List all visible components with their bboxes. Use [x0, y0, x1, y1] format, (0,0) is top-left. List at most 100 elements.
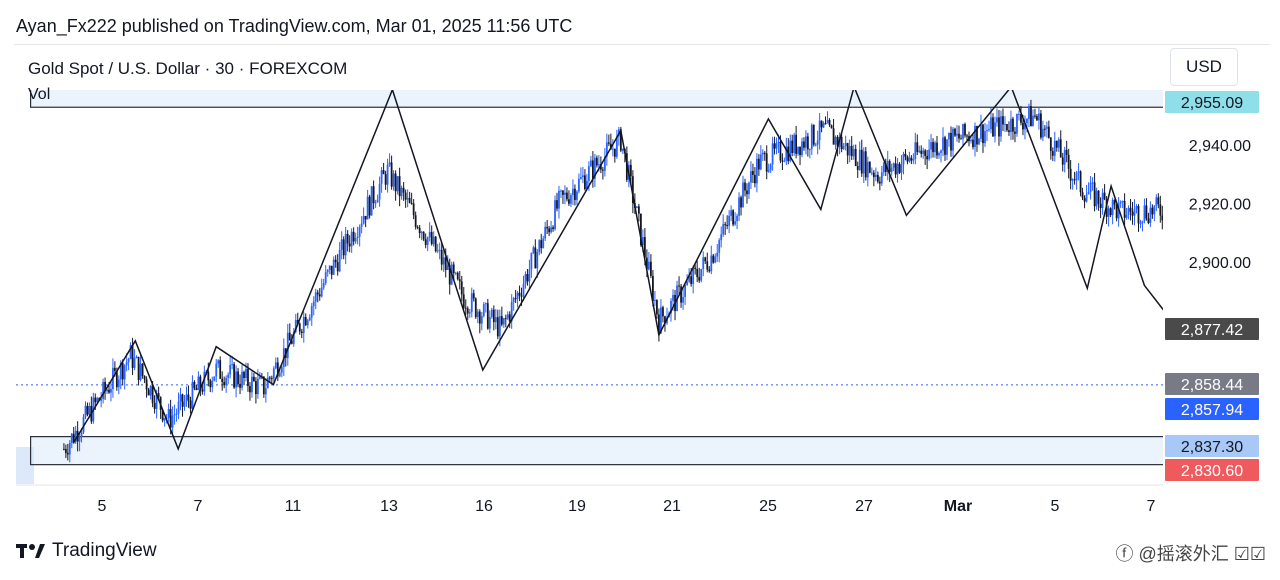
candle-body: [1272, 419, 1274, 431]
candle-body: [718, 240, 721, 253]
candle-body: [586, 180, 588, 190]
candle-body: [141, 363, 144, 376]
candle-body: [848, 145, 851, 156]
candle-body: [994, 122, 996, 137]
candle-body: [1040, 113, 1042, 138]
candle-body: [102, 381, 105, 399]
candle-body: [544, 226, 547, 239]
candle-body: [326, 270, 329, 273]
candle-body: [892, 163, 895, 168]
candle-body: [934, 142, 936, 153]
candle-body: [990, 117, 992, 130]
candle-body: [370, 186, 373, 216]
candle-body: [1051, 151, 1054, 156]
candle-body: [233, 364, 235, 388]
candle-body: [775, 143, 778, 149]
candle-body: [1163, 208, 1165, 221]
candle-body: [678, 285, 680, 287]
candle-body: [605, 142, 608, 157]
candle-body: [245, 368, 247, 379]
candle-body: [597, 164, 600, 166]
candle-body: [1099, 203, 1102, 208]
candle-body: [856, 166, 859, 170]
candle-body: [736, 215, 738, 222]
candle-body: [402, 187, 405, 193]
candle-body: [566, 192, 568, 200]
candle-body: [526, 273, 529, 282]
candle-body: [229, 364, 232, 375]
candle-body: [1219, 341, 1221, 343]
candle-body: [88, 405, 91, 415]
candle-body: [157, 393, 160, 398]
candle-body: [808, 149, 811, 151]
candle-body: [418, 227, 421, 234]
candle-body: [113, 367, 116, 371]
candle-body: [386, 164, 389, 185]
candle-body: [86, 405, 89, 415]
candle-body: [1024, 123, 1026, 130]
candle-body: [1165, 208, 1167, 220]
candle-body: [1069, 168, 1072, 181]
candle-body: [832, 128, 835, 145]
candle-body: [805, 136, 807, 148]
candle-body: [1036, 116, 1038, 121]
candle-body: [641, 237, 644, 246]
candle-body: [253, 376, 255, 382]
price-tag-label: 2,877.42: [1181, 322, 1243, 339]
candle-body: [660, 307, 662, 334]
candle-body: [1008, 130, 1010, 133]
candle-body: [716, 252, 719, 257]
candle-body: [508, 314, 511, 322]
candle-body: [556, 200, 558, 209]
candle-body: [878, 181, 881, 184]
x-tick-label: 11: [285, 498, 302, 515]
candle-body: [364, 216, 367, 220]
candle-body: [1228, 342, 1230, 368]
candle-body: [219, 360, 222, 379]
candle-body: [1211, 312, 1213, 318]
tradingview-logo[interactable]: TradingView: [16, 540, 157, 562]
candle-body: [920, 150, 923, 154]
candle-body: [777, 141, 780, 144]
candle-body: [730, 210, 733, 216]
candle-body: [1197, 276, 1199, 293]
support-zone: [30, 436, 1163, 466]
candle-body: [789, 140, 792, 162]
candle-body: [866, 161, 869, 178]
candle-body: [868, 161, 871, 173]
candle-body: [151, 385, 154, 403]
candle-body: [1113, 200, 1116, 205]
candle-body: [882, 163, 885, 173]
candle-body: [1222, 346, 1224, 347]
candle-body: [414, 215, 417, 227]
candle-body: [1232, 369, 1234, 372]
candle-body: [278, 372, 281, 377]
candle-body: [662, 307, 664, 317]
candle-body: [247, 368, 249, 387]
price-tag-zone: 2,837.30: [1165, 435, 1259, 457]
candle-body: [824, 123, 827, 125]
currency-button[interactable]: USD: [1170, 48, 1238, 86]
candle-body: [237, 371, 239, 384]
candle-body: [480, 316, 483, 324]
candle-body: [276, 362, 279, 377]
candle-body: [1002, 116, 1004, 125]
published-line: Ayan_Fx222 published on TradingView.com,…: [16, 16, 573, 36]
candle-body: [982, 124, 984, 144]
candle-body: [958, 133, 960, 139]
price-tag-take-profit: 2,955.09: [1165, 91, 1259, 113]
candle-body: [346, 233, 349, 244]
x-tick-label: 21: [663, 498, 681, 515]
candle-body: [783, 160, 786, 162]
candle-body: [613, 148, 616, 157]
candle-body: [812, 124, 815, 145]
candle-body: [63, 448, 65, 450]
candle-body: [538, 240, 541, 253]
candle-body: [904, 153, 907, 157]
candle-body: [161, 409, 164, 421]
candle-body: [884, 163, 887, 172]
candle-body: [734, 221, 736, 225]
candle-body: [894, 163, 897, 175]
candle-body: [1266, 414, 1268, 416]
